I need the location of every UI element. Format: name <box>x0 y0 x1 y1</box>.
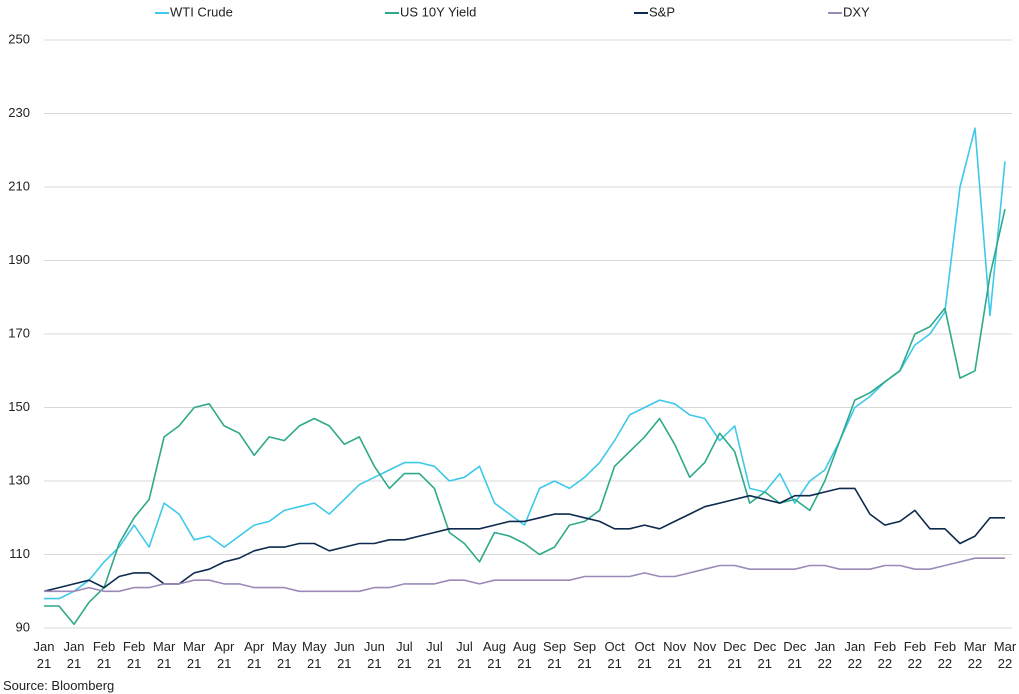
x-tick-label: Feb 21 <box>92 639 116 671</box>
source-note: Source: Bloomberg <box>3 678 115 693</box>
x-tick-label: Nov 21 <box>693 639 717 671</box>
x-tick-label: Mar 21 <box>152 639 176 671</box>
y-tick-label: 150 <box>8 399 30 414</box>
x-tick-label: Jul 21 <box>396 639 413 671</box>
legend-label: WTI Crude <box>170 4 233 19</box>
x-tick-label: Mar 22 <box>963 639 987 671</box>
series-line <box>44 208 1006 626</box>
y-tick-label: 190 <box>8 252 30 267</box>
x-tick-label: Dec 21 <box>723 639 747 671</box>
x-tick-label: Sep 21 <box>542 639 567 671</box>
x-tick-label: Feb 21 <box>122 639 146 671</box>
series-line <box>43 487 1005 593</box>
x-tick-label: Dec 21 <box>783 639 807 671</box>
legend-label: US 10Y Yield <box>400 4 476 19</box>
x-tick-label: Feb 22 <box>873 639 897 671</box>
x-tick-label: Jul 21 <box>426 639 443 671</box>
y-tick-label: 250 <box>8 31 30 46</box>
x-tick-label: Sep 21 <box>572 639 597 671</box>
x-tick-label: Feb 22 <box>933 639 957 671</box>
x-tick-label: Jan 21 <box>33 639 55 671</box>
x-tick-label: Mar 21 <box>182 639 206 671</box>
x-tick-label: May 21 <box>302 639 327 671</box>
y-tick-label: 230 <box>8 105 30 120</box>
x-tick-label: Jan 22 <box>844 639 866 671</box>
x-tick-label: May 21 <box>271 639 297 671</box>
x-tick-label: Jan 22 <box>814 639 836 671</box>
x-tick-label: Mar 22 <box>993 639 1017 671</box>
x-tick-label: Feb 22 <box>903 639 927 671</box>
x-tick-label: Aug 21 <box>512 639 537 671</box>
x-tick-label: Apr 21 <box>214 639 235 671</box>
legend-label: DXY <box>843 4 870 19</box>
x-tick-label: Nov 21 <box>663 639 687 671</box>
y-tick-label: 130 <box>8 472 30 487</box>
x-tick-label: Jul 21 <box>456 639 473 671</box>
x-tick-label: Apr 21 <box>244 639 265 671</box>
y-tick-label: 170 <box>8 325 30 340</box>
x-tick-label: Aug 21 <box>482 639 507 671</box>
y-tick-label: 90 <box>16 619 30 634</box>
y-tick-label: 110 <box>9 546 30 561</box>
x-tick-label: Oct 21 <box>604 639 625 671</box>
x-tick-label: Jun 21 <box>333 639 355 671</box>
y-tick-label: 210 <box>8 178 30 193</box>
x-tick-label: Dec 21 <box>753 639 777 671</box>
series-line <box>44 127 1006 600</box>
x-tick-label: Oct 21 <box>634 639 655 671</box>
x-tick-label: Jun 21 <box>363 639 385 671</box>
series-line <box>44 557 1005 593</box>
x-tick-label: Jan 21 <box>63 639 85 671</box>
legend-label: S&P <box>649 4 675 19</box>
